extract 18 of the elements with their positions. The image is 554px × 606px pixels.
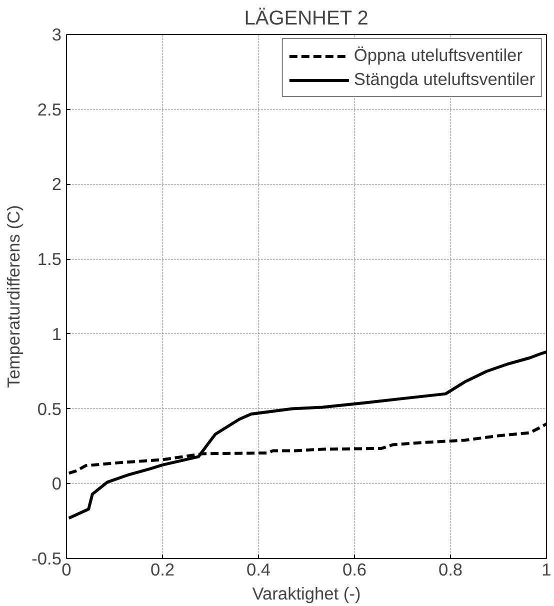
y-tick-label: -0.5: [32, 548, 62, 568]
y-axis-title: Temperaturdifferens (C): [4, 205, 24, 388]
y-tick-label: 2.5: [37, 99, 62, 120]
x-tick-label: 0.4: [246, 560, 271, 580]
x-tick-label: 0.6: [342, 560, 367, 580]
x-tick-label: 0.8: [438, 560, 463, 580]
legend-label: Öppna uteluftsventiler: [354, 45, 522, 66]
legend-label: Stängda uteluftsventiler: [354, 69, 535, 90]
x-axis-title: Varaktighet (-): [252, 584, 361, 604]
y-tick-label: 1.5: [37, 249, 62, 270]
x-tick-label: 0.2: [150, 560, 175, 580]
x-tick-label: 1: [542, 560, 552, 580]
y-tick-label: 3: [52, 24, 62, 44]
y-tick-label: 0: [52, 474, 62, 494]
chart-title: LÄGENHET 2: [244, 8, 368, 30]
y-tick-label: 2: [52, 174, 62, 194]
y-tick-label: 1: [52, 324, 62, 344]
y-tick-label: 0.5: [37, 398, 62, 419]
